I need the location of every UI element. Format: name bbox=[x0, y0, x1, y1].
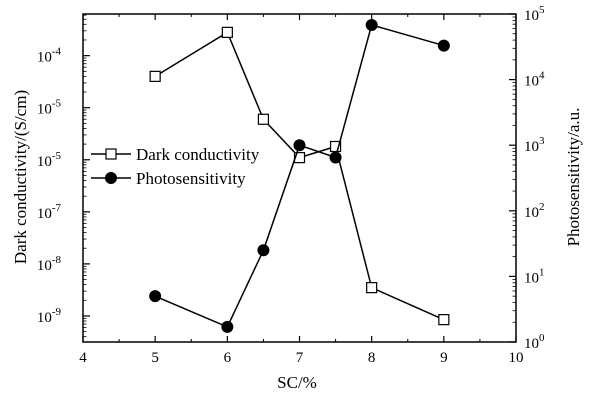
x-tick-label: 6 bbox=[224, 350, 232, 366]
x-tick-label: 8 bbox=[368, 350, 376, 366]
x-tick-label: 10 bbox=[509, 350, 524, 366]
x-tick-label: 5 bbox=[151, 350, 159, 366]
left-tick-label: 10-8 bbox=[37, 254, 62, 274]
right-tick-label: 105 bbox=[524, 4, 545, 24]
circle-marker bbox=[221, 320, 234, 333]
legend-label: Dark conductivity bbox=[136, 145, 260, 164]
legend-marker bbox=[105, 172, 117, 184]
circle-marker bbox=[365, 18, 378, 31]
x-axis-ticks: 4 5 6 7 8 9 10 bbox=[79, 14, 524, 366]
x-tick-label: 9 bbox=[440, 350, 448, 366]
right-tick-label: 101 bbox=[524, 266, 545, 286]
left-tick-label: 10-5 bbox=[37, 98, 62, 118]
square-marker bbox=[257, 113, 270, 125]
circle-marker bbox=[257, 244, 270, 257]
left-tick-label: 10-5 bbox=[37, 150, 62, 170]
x-tick-label: 7 bbox=[296, 350, 304, 366]
legend-item: Photosensitivity bbox=[91, 169, 246, 188]
square-marker bbox=[438, 314, 450, 326]
circle-marker bbox=[293, 139, 306, 152]
x-axis-title: SC/% bbox=[277, 373, 317, 392]
x-tick-label: 4 bbox=[79, 350, 87, 366]
right-tick-label: 102 bbox=[524, 201, 545, 221]
left-y-axis-ticks: 10-9 10-8 10-7 10-5 10-5 10-4 bbox=[37, 14, 90, 338]
right-tick-label: 104 bbox=[524, 70, 545, 90]
left-tick-label: 10-9 bbox=[37, 306, 62, 326]
right-tick-label: 103 bbox=[524, 135, 545, 155]
legend-item: Dark conductivity bbox=[91, 145, 260, 164]
circle-marker bbox=[329, 151, 342, 164]
legend-label: Photosensitivity bbox=[136, 169, 246, 188]
right-y-axis-ticks: 100 101 102 103 104 105 bbox=[509, 4, 545, 352]
right-tick-label: 100 bbox=[524, 332, 545, 352]
circle-marker bbox=[149, 290, 162, 303]
circle-marker bbox=[437, 39, 450, 52]
left-tick-label: 10-7 bbox=[37, 202, 62, 222]
legend: Dark conductivity Photosensitivity bbox=[91, 145, 260, 188]
square-marker bbox=[221, 26, 233, 38]
right-y-axis-title: Photosensitivity/a.u. bbox=[564, 108, 583, 247]
series-layer bbox=[149, 18, 450, 333]
series-dark-conductivity bbox=[149, 26, 450, 326]
left-y-axis-title: Dark conductivity/(S/cm) bbox=[11, 90, 30, 264]
left-tick-label: 10-4 bbox=[37, 46, 62, 66]
square-marker bbox=[366, 282, 378, 294]
legend-marker bbox=[105, 148, 117, 160]
square-marker bbox=[149, 70, 161, 82]
series-photosensitivity bbox=[149, 18, 450, 333]
